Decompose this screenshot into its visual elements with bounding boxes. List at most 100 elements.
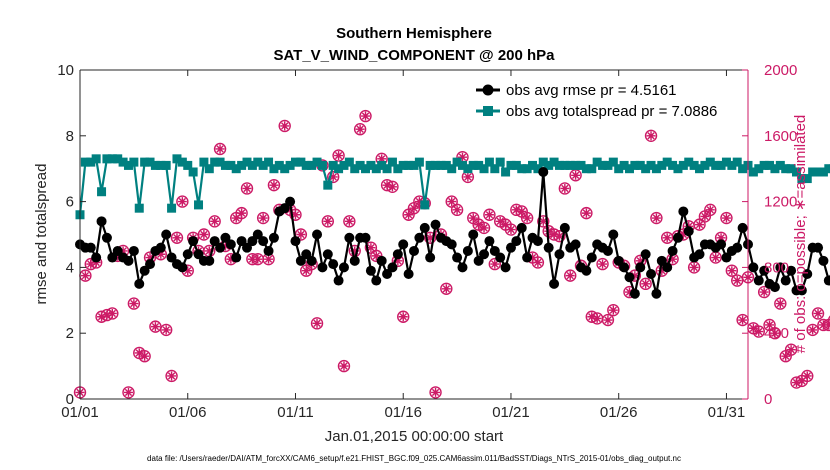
rmse-point	[484, 236, 495, 247]
obs-possible-point	[537, 215, 550, 228]
spread-point	[436, 160, 446, 170]
rmse-point	[813, 242, 824, 253]
spread-point	[280, 164, 290, 174]
obs-assimilated-point	[140, 351, 150, 361]
obs-assimilated-point	[608, 305, 618, 315]
obs-possible-point	[531, 256, 545, 269]
obs-assimilated-point	[678, 230, 688, 239]
spread-point	[813, 167, 823, 177]
rmse-point	[651, 288, 662, 299]
spread-point	[630, 160, 640, 170]
obs-assimilated-point	[210, 216, 220, 226]
obs-assimilated-point	[802, 371, 812, 381]
legend-spread-label: obs avg totalspread pr = 7.0886	[506, 103, 717, 120]
rmse-point	[662, 262, 673, 273]
obs-assimilated-point	[123, 387, 133, 397]
obs-possible-point	[644, 129, 658, 143]
rmse-point	[452, 252, 463, 263]
obs-possible-point	[359, 109, 372, 123]
obs-assimilated-point	[732, 276, 742, 286]
spread-point	[549, 157, 559, 167]
spread-point	[409, 160, 419, 170]
spread-point	[290, 157, 300, 167]
chart-subtitle: SAT_V_WIND_COMPONENT @ 200 hPa	[273, 47, 555, 64]
spread-point	[253, 157, 263, 167]
x-tick-label: 01/31	[708, 404, 746, 421]
obs-assimilated-point	[425, 233, 435, 243]
rmse-point	[387, 262, 398, 273]
obs-assimilated-point	[183, 266, 193, 276]
obs-possible-point	[774, 297, 787, 310]
y-tick-right-label: 0	[764, 391, 772, 408]
rmse-point	[468, 229, 479, 240]
spread-point	[646, 160, 656, 170]
spread-point	[150, 160, 160, 170]
spread-point	[167, 203, 177, 213]
obs-possible-point	[149, 320, 162, 333]
spread-point	[285, 160, 295, 170]
obs-assimilated-point	[603, 315, 613, 325]
obs-possible-point	[504, 223, 518, 236]
y-axis-label: rmse and totalspread	[33, 164, 50, 305]
rmse-point	[360, 232, 371, 243]
obs-possible-point	[278, 119, 291, 133]
obs-possible-point	[240, 182, 254, 195]
obs-assimilated-point	[468, 213, 478, 223]
spread-point	[97, 187, 107, 197]
obs-possible-point	[558, 182, 572, 195]
obs-possible-point	[326, 170, 340, 184]
rmse-point	[570, 239, 581, 250]
spread-point	[80, 157, 90, 167]
rmse-point	[629, 288, 640, 299]
obs-assimilated-point	[285, 205, 295, 215]
rmse-point	[780, 275, 791, 286]
spread-point	[511, 160, 521, 170]
obs-assimilated-point	[748, 323, 758, 333]
spread-point	[237, 160, 247, 170]
rmse-point	[204, 255, 215, 266]
obs-assimilated-point	[382, 180, 392, 190]
obs-assimilated-point	[463, 172, 473, 182]
obs-assimilated-point	[431, 387, 441, 397]
spread-point	[107, 154, 117, 164]
spread-point	[554, 160, 564, 170]
spread-point	[635, 160, 645, 170]
spread-point	[571, 160, 581, 170]
obs-assimilated-point	[301, 266, 311, 276]
spread-point	[457, 160, 467, 170]
spread-point	[350, 164, 360, 174]
obs-assimilated-point	[204, 246, 214, 256]
spread-point	[668, 160, 678, 170]
rmse-point	[414, 232, 425, 243]
rmse-point	[516, 222, 527, 233]
rmse-point	[635, 262, 646, 273]
obs-possible-point	[122, 386, 135, 399]
obs-possible-point	[176, 195, 189, 208]
spread-point	[738, 164, 748, 174]
obs-assimilated-point	[797, 376, 807, 386]
rmse-point	[312, 229, 323, 240]
obs-assimilated-point	[517, 206, 527, 216]
obs-possible-point	[488, 257, 502, 271]
rmse-point	[322, 249, 333, 260]
obs-possible-point	[731, 274, 744, 287]
spread-point	[603, 160, 613, 170]
obs-assimilated-point	[377, 154, 387, 164]
obs-assimilated-point	[296, 230, 306, 239]
spread-point	[220, 160, 230, 170]
rmse-point	[403, 268, 414, 279]
spread-point	[544, 160, 554, 170]
obs-possible-point	[197, 228, 211, 241]
spread-point	[818, 167, 828, 177]
spread-point	[447, 164, 457, 174]
rmse-point	[462, 245, 473, 256]
rmse-point	[602, 245, 613, 256]
obs-assimilated-point	[404, 210, 414, 220]
obs-assimilated-point	[312, 318, 322, 328]
obs-possible-point	[596, 257, 609, 271]
spread-point	[361, 164, 371, 174]
y-ticks: 0 2 4 6 8 10	[57, 62, 86, 408]
obs-possible-point	[650, 211, 663, 225]
obs-assimilated-point	[501, 220, 511, 230]
obs-possible-point	[353, 123, 367, 136]
